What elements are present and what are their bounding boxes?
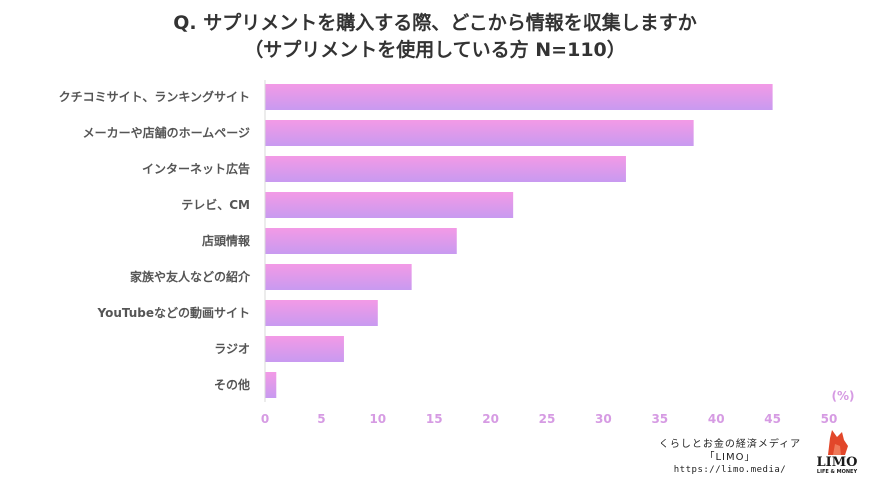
- bars-group: [265, 84, 773, 398]
- category-label-4: テレビ、CM: [181, 197, 250, 212]
- chart-title-line2: （サプリメントを使用している方 N=110）: [244, 39, 626, 61]
- x-tick-0: 0: [261, 412, 269, 426]
- category-label-9: その他: [214, 377, 250, 392]
- x-tick-30: 30: [595, 412, 612, 426]
- credit-url: https://limo.media/: [673, 465, 787, 475]
- x-tick-40: 40: [708, 412, 725, 426]
- category-label-8: ラジオ: [214, 342, 250, 356]
- credit-tagline: くらしとお金の経済メディア: [658, 439, 802, 450]
- logo-tagline: LIFE & MONEY: [816, 469, 858, 475]
- bar-5: [265, 228, 457, 254]
- category-label-1: クチコミサイト、ランキングサイト: [59, 89, 250, 104]
- bar-6: [265, 264, 412, 290]
- x-tick-5: 5: [317, 412, 325, 426]
- bar-4: [265, 192, 514, 218]
- x-tick-25: 25: [539, 412, 556, 426]
- x-tick-45: 45: [764, 412, 781, 426]
- category-label-3: インターネット広告: [142, 161, 250, 176]
- category-label-5: 店頭情報: [202, 233, 251, 248]
- bar-7: [265, 300, 378, 326]
- chart-title: Q. サプリメントを購入する際、どこから情報を収集しますか （サプリメントを使用…: [0, 10, 870, 64]
- category-label-2: メーカーや店舗のホームページ: [83, 125, 250, 140]
- bar-8: [265, 336, 344, 362]
- credit-brand: 「LIMO」: [704, 452, 756, 463]
- bar-9: [265, 372, 277, 398]
- credit-block: くらしとお金の経済メディア 「LIMO」 https://limo.media/: [640, 438, 820, 477]
- chart-title-line1: Q. サプリメントを購入する際、どこから情報を収集しますか: [173, 12, 697, 34]
- bar-3: [265, 156, 626, 182]
- fox-icon: [828, 430, 848, 455]
- x-tick-20: 20: [482, 412, 499, 426]
- category-label-6: 家族や友人などの紹介: [130, 269, 251, 284]
- limo-logo: LIMO LIFE & MONEY: [814, 428, 860, 478]
- x-tick-35: 35: [651, 412, 668, 426]
- unit-label: (%): [832, 389, 855, 403]
- category-labels: クチコミサイト、ランキングサイトメーカーや店舗のホームページインターネット広告テ…: [59, 89, 251, 392]
- x-tick-labels: 0 5 10 15 20 25 30 35 40 45 50: [261, 412, 838, 426]
- category-label-7: YouTubeなどの動画サイト: [96, 305, 250, 320]
- bar-1: [265, 84, 773, 110]
- x-tick-50: 50: [821, 412, 838, 426]
- x-tick-10: 10: [369, 412, 386, 426]
- bar-2: [265, 120, 694, 146]
- logo-name: LIMO: [816, 455, 858, 470]
- x-tick-15: 15: [426, 412, 443, 426]
